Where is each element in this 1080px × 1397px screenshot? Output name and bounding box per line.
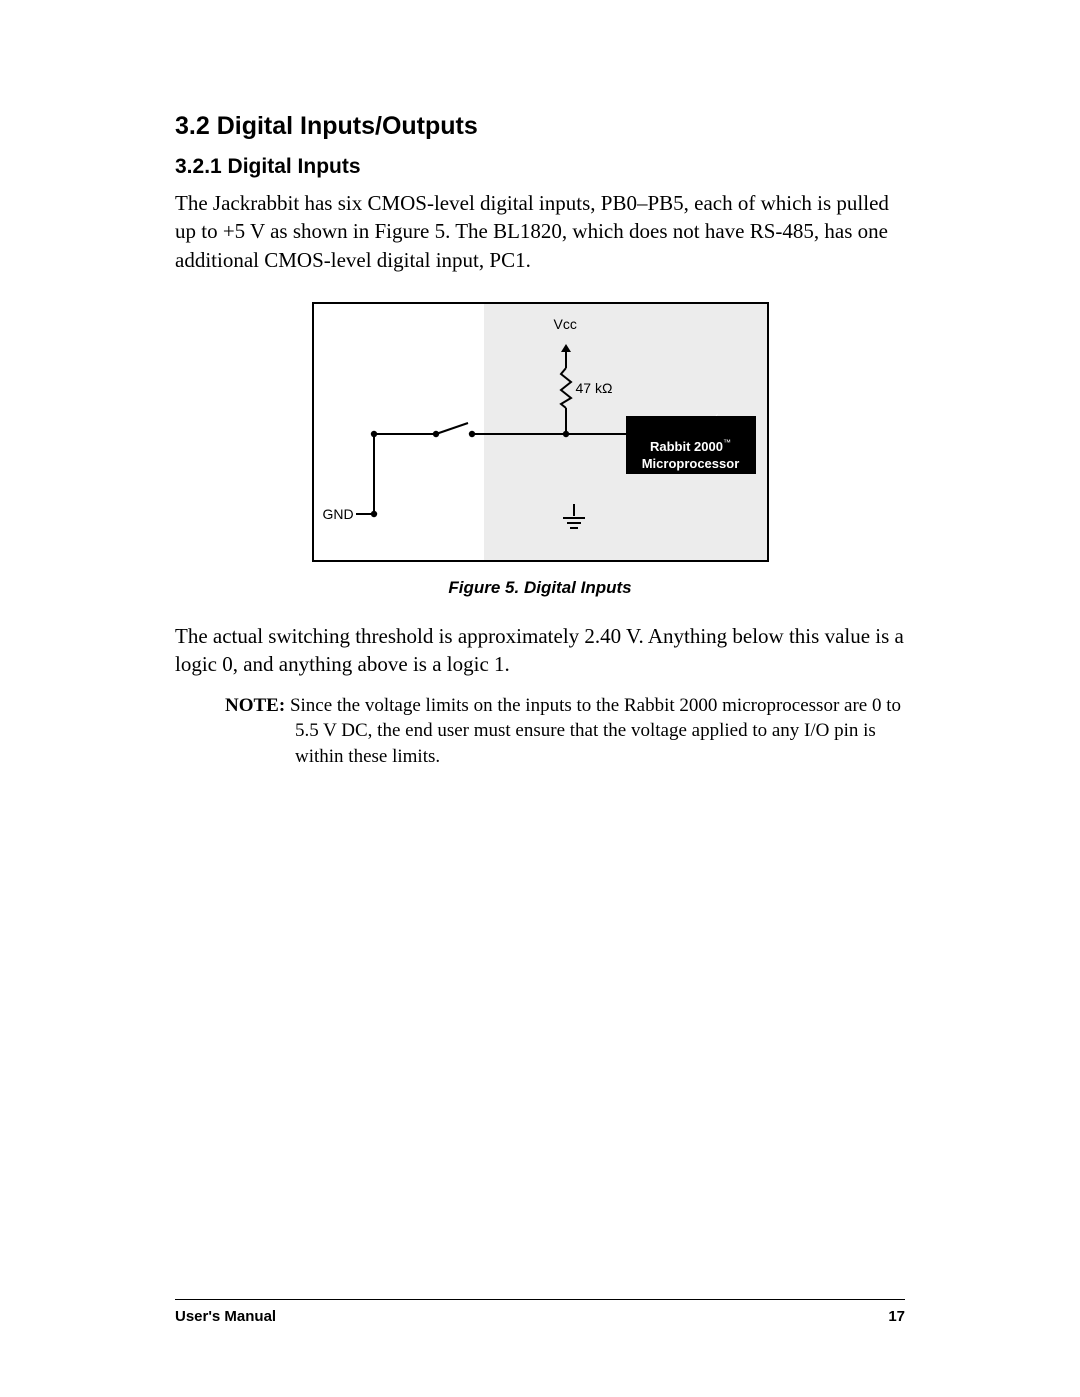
label-vcc: Vcc <box>554 316 577 332</box>
chip-line1: Rabbit 2000 <box>650 439 723 454</box>
figure-caption: Figure 5. Digital Inputs <box>448 578 631 598</box>
chip-line2: Microprocessor <box>626 456 756 471</box>
footer: User's Manual 17 <box>175 1299 905 1325</box>
section-heading: 3.2 Digital Inputs/Outputs <box>175 112 905 141</box>
note-label: NOTE: <box>225 695 285 716</box>
chip-tm: ™ <box>723 438 731 447</box>
note: NOTE: Since the voltage limits on the in… <box>225 693 905 770</box>
note-text: Since the voltage limits on the inputs t… <box>285 695 901 767</box>
figure-box: Vcc 47 kΩ GND Rabbit 2000™ Microprocesso… <box>312 302 769 562</box>
page: 3.2 Digital Inputs/Outputs 3.2.1 Digital… <box>0 0 1080 1397</box>
figure-5: Vcc 47 kΩ GND Rabbit 2000™ Microprocesso… <box>175 302 905 598</box>
footer-left: User's Manual <box>175 1308 276 1325</box>
label-resistor: 47 kΩ <box>576 380 613 396</box>
subsection-heading: 3.2.1 Digital Inputs <box>175 155 905 179</box>
paragraph-1: The Jackrabbit has six CMOS-level digita… <box>175 189 905 274</box>
paragraph-2: The actual switching threshold is approx… <box>175 622 905 679</box>
footer-page-number: 17 <box>888 1308 905 1325</box>
label-gnd: GND <box>323 506 354 522</box>
chip-rabbit2000: Rabbit 2000™ Microprocessor <box>626 416 756 474</box>
